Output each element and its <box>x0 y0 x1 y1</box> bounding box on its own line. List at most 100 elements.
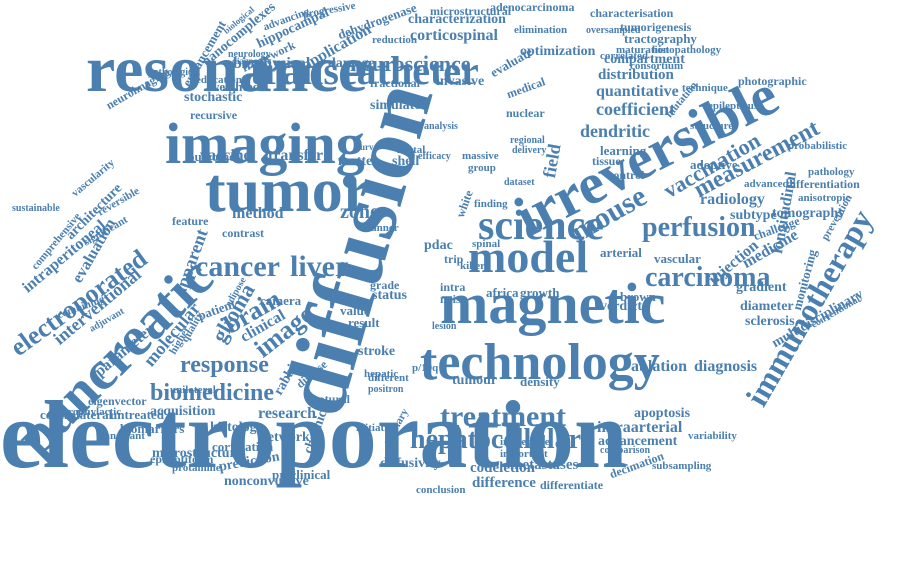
cloud-word-outcome: outcome <box>188 148 235 164</box>
cloud-word-biomedicine: biomedicine <box>150 380 274 407</box>
cloud-word-radiology: radiology <box>700 190 765 208</box>
cloud-word-density: density <box>520 373 560 389</box>
cloud-word-sclerosis: sclerosis <box>745 314 795 330</box>
cloud-word-subtype: subtype <box>730 208 777 224</box>
cloud-word-hepatocellular: hepatocellular <box>410 424 582 456</box>
cloud-word-zone: zone <box>340 201 379 224</box>
cloud-word-histology: histology <box>210 420 264 436</box>
cloud-word-diagnostic: diagnostic <box>232 55 272 66</box>
cloud-word-control: control <box>608 167 645 182</box>
cloud-word-biophysical: biophysical <box>233 54 311 72</box>
cloud-word-tissue: tissue <box>592 153 621 168</box>
cloud-word-microstructure: microstructure <box>152 446 242 462</box>
cloud-word-verdict: verdict <box>600 299 642 315</box>
cloud-word-brown: brown <box>620 288 656 304</box>
cloud-word-liver: liver <box>290 249 349 283</box>
cloud-word-lesion: lesion <box>432 321 457 333</box>
cloud-word-natural: natural <box>312 391 351 406</box>
cloud-word-curve: curve <box>356 141 378 152</box>
cloud-word-tumorigenesis: tumorigenesis <box>620 19 692 34</box>
cloud-word-important: important <box>500 448 548 461</box>
cloud-word-comparison: comparison <box>600 445 650 457</box>
cloud-word-ductal: ductal <box>396 144 426 157</box>
cloud-word-arterial: arterial <box>600 244 642 260</box>
cloud-word-correlated: correlated <box>600 50 649 63</box>
cloud-word-science: science <box>478 203 604 250</box>
cloud-word-vascular: vascular <box>654 250 701 266</box>
cloud-word-shell: shell <box>392 154 420 170</box>
cloud-word-ablation: ablation <box>631 357 688 375</box>
cloud-word-tractography: tractography <box>624 30 697 46</box>
cloud-word-intraarterial: intraarterial <box>597 418 683 436</box>
cloud-word-epilepticus: epilepticus <box>708 100 759 113</box>
cloud-word-white: white <box>453 187 476 220</box>
cloud-word-killer: killer <box>460 260 486 273</box>
cloud-word-conclusion: conclusion <box>416 484 466 497</box>
cloud-word-tumor: tumor <box>205 156 371 225</box>
cloud-word-group: group <box>468 162 496 175</box>
cloud-word-pathological: pathological <box>148 67 201 79</box>
cloud-word-model: model <box>468 231 589 283</box>
cloud-word-distribution: distribution <box>598 67 674 84</box>
cloud-word-resonance: resonance <box>86 32 368 106</box>
cloud-word-metastases: metastases <box>510 457 579 474</box>
cloud-word-immediate: immediate <box>500 436 550 449</box>
cloud-word-elimination: elimination <box>514 24 568 37</box>
cloud-word-carcinoma: carcinoma <box>645 262 771 294</box>
cloud-word-preclinical: preclinical <box>272 466 331 482</box>
cloud-word-pathology: pathology <box>808 166 855 179</box>
cloud-word-growth: growth <box>520 284 560 300</box>
cloud-word-damage: damage <box>328 56 375 72</box>
cloud-word-protamine: protamine <box>172 462 221 475</box>
cloud-word-histopathology: histopathology <box>652 44 722 57</box>
cloud-word-optimization: optimization <box>520 44 596 60</box>
cloud-word-quantitative: quantitative <box>596 82 679 100</box>
cloud-word-transfer: transfer <box>268 146 324 164</box>
cloud-word-response: response <box>180 352 269 379</box>
cloud-word-hepatic: hepatic <box>364 368 399 381</box>
cloud-word-adenocarcinoma: adenocarcinoma <box>490 0 575 14</box>
cloud-word-grade: grade <box>370 277 400 292</box>
cloud-word-nonconvulsive: nonconvulsive <box>224 474 309 490</box>
cloud-word-efficacy: efficacy <box>418 151 451 163</box>
cloud-word-prophylactic: prophylactic <box>62 406 122 419</box>
cloud-word-diffusivity: diffusivity <box>380 456 441 472</box>
cloud-word-eigenvector: eigenvector <box>88 393 147 408</box>
cloud-word-treatment: treatment <box>440 399 567 433</box>
cloud-word-photographic: photographic <box>738 73 807 88</box>
cloud-word-diameter: diameter <box>740 299 794 315</box>
cloud-word-differentiate: differentiate <box>540 477 604 492</box>
cloud-word-tumour: tumour <box>452 373 498 389</box>
cloud-word-advanced: advanced <box>744 178 789 191</box>
cloud-word-tomography: tomography <box>772 206 846 222</box>
cloud-word-dendritic: dendritic <box>580 120 650 141</box>
cloud-word-differentiation: differentiation <box>786 176 860 191</box>
cloud-word-method: method <box>232 204 284 222</box>
cloud-word-stochastic: stochastic <box>184 90 243 106</box>
cloud-word-recursive: recursive <box>190 107 238 122</box>
cloud-word-massive: massive <box>462 150 499 163</box>
cloud-word-intra: intra <box>440 279 466 294</box>
cloud-word-adoptive: adoptive <box>690 156 738 172</box>
cloud-word-cancer: cancer <box>195 249 280 283</box>
cloud-word-contrast: contrast <box>222 225 264 240</box>
cloud-word-invasive: invasive <box>436 74 485 90</box>
cloud-word-advancement: advancement <box>598 434 678 450</box>
cloud-word-contralateral: contralateral <box>40 406 113 422</box>
cloud-word-codeletion: codeletion <box>470 460 535 477</box>
cloud-word-apoptosis: apoptosis <box>634 406 691 422</box>
cloud-word-subsampling: subsampling <box>652 460 712 473</box>
cloud-word-reduction: reduction <box>372 34 418 47</box>
cloud-word-initiation: initiation <box>356 422 399 435</box>
cloud-word-coefficient: coefficient <box>596 98 675 119</box>
cloud-word-scanner: scanner <box>362 222 399 235</box>
cloud-word-fractional: fractional <box>370 75 420 90</box>
cloud-word-oversampled: oversampled <box>586 25 641 37</box>
cloud-word-regional: regional <box>510 135 545 147</box>
cloud-word-stroke: stroke <box>358 344 396 360</box>
cloud-word-medical: medical <box>504 74 548 101</box>
cloud-word-anisotropic: anisotropic <box>798 192 851 205</box>
cloud-word-diagnosis: diagnosis <box>694 357 758 375</box>
cloud-word-epileptiform: epileptiform <box>150 451 214 466</box>
cloud-word-unilateral: unilateral <box>170 384 216 397</box>
